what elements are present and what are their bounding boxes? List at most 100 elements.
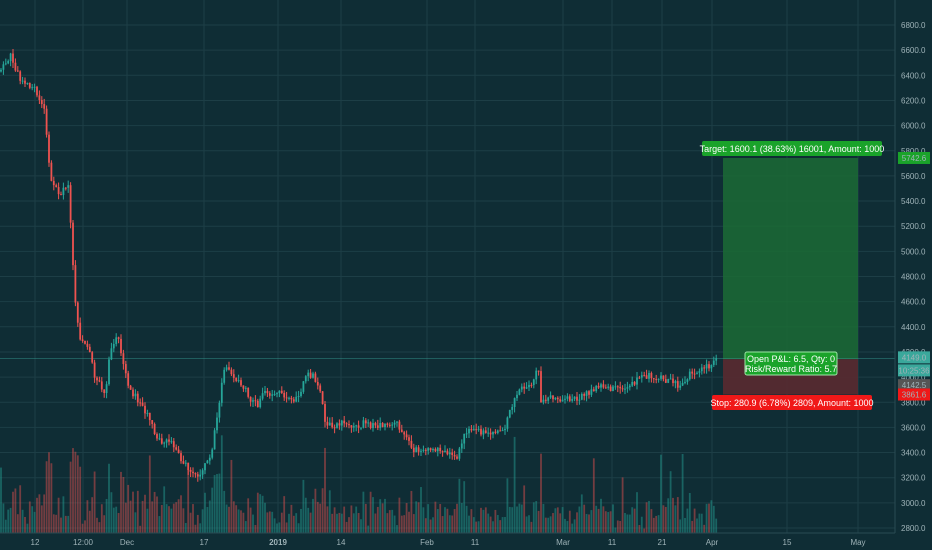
candle-body	[300, 391, 302, 397]
candle-body	[31, 87, 34, 89]
candle-body	[0, 69, 2, 72]
candle-body	[693, 373, 696, 375]
volume-bar	[14, 488, 17, 533]
volume-bar	[309, 512, 312, 533]
volume-bar	[355, 506, 358, 533]
volume-bar	[331, 513, 334, 533]
candle-body	[578, 399, 581, 401]
volume-bar	[163, 486, 166, 533]
volume-bar	[7, 509, 10, 533]
volume-bar	[415, 501, 418, 533]
price-tick-label: 6000.0	[901, 122, 926, 131]
candle-body	[252, 400, 254, 402]
volume-bar	[424, 518, 427, 533]
volume-bar	[196, 514, 199, 533]
pnl-label-box: Open P&L: 6.5, Qty: 0 Risk/Reward Ratio:…	[744, 351, 838, 376]
volume-bar	[482, 509, 485, 533]
candle-body	[283, 392, 286, 398]
volume-bar	[487, 513, 490, 533]
candle-body	[696, 372, 698, 374]
time-tick-label: 14	[337, 538, 346, 547]
volume-bar	[573, 519, 576, 533]
volume-bar	[76, 455, 79, 533]
volume-bar	[614, 527, 617, 533]
volume-bar	[412, 514, 415, 533]
volume-bar	[516, 506, 518, 533]
volume-bar	[249, 507, 252, 533]
candle-body	[700, 367, 703, 372]
candle-body	[177, 449, 180, 454]
candle-body	[518, 389, 521, 395]
candle-body	[26, 83, 29, 85]
current-price-badge: 4149.0	[898, 351, 930, 364]
candle-body	[516, 394, 518, 399]
candle-body	[45, 108, 48, 135]
candle-body	[326, 421, 329, 426]
volume-bar	[247, 498, 250, 533]
volume-bar	[436, 509, 439, 533]
candle-body	[360, 427, 362, 429]
candle-body	[619, 386, 622, 389]
volume-bar	[129, 500, 132, 533]
volume-bar	[177, 499, 180, 533]
candle-body	[28, 83, 31, 88]
volume-bar	[465, 505, 468, 533]
volume-bar	[580, 494, 583, 533]
volume-bar	[194, 524, 197, 533]
candle-body	[542, 399, 545, 403]
time-tick-label: 17	[200, 538, 209, 547]
volume-bar	[633, 508, 636, 533]
volume-bar	[290, 504, 293, 533]
volume-bar	[489, 516, 492, 533]
candle-body	[530, 384, 533, 386]
volume-bar	[172, 503, 175, 533]
volume-bar	[158, 516, 161, 533]
candle-body	[628, 385, 631, 388]
volume-bar	[98, 522, 101, 533]
volume-bar	[26, 523, 29, 533]
candle-body	[316, 381, 319, 386]
candle-body	[405, 434, 408, 438]
volume-bar	[300, 508, 302, 533]
volume-bar	[91, 497, 94, 533]
candle-body	[120, 338, 122, 354]
time-axis[interactable]: 12 12:00 Dec 17 2019 14 Feb 11 Mar 11 21 Apr 15 May	[0, 532, 895, 547]
volume-bar	[319, 503, 322, 533]
volume-bar	[60, 517, 62, 533]
position-overlay: Target: 1600.1 (38.63%) 16001, Amount: 1…	[700, 141, 884, 410]
volume-bar	[420, 487, 422, 533]
candle-body	[180, 453, 182, 462]
candle-body	[612, 386, 614, 392]
volume-bar	[333, 507, 336, 533]
candle-body	[348, 424, 350, 426]
volume-bar	[232, 501, 235, 533]
candle-body	[74, 265, 77, 303]
volume-bar	[235, 505, 238, 533]
candle-body	[208, 457, 211, 461]
candle-body	[513, 398, 516, 407]
volume-bar	[156, 496, 158, 533]
candle-body	[561, 399, 564, 402]
volume-bar	[103, 515, 106, 533]
candle-body	[244, 387, 247, 389]
candle-body	[501, 430, 504, 432]
time-tick-label: 15	[783, 538, 792, 547]
volume-bar	[686, 508, 689, 533]
candle-body	[69, 185, 72, 223]
candle-body	[592, 389, 595, 392]
candle-body	[379, 422, 382, 428]
candle-body	[580, 393, 583, 400]
candle-body	[321, 391, 324, 405]
candle-body	[492, 431, 494, 435]
volume-bar	[292, 515, 295, 533]
candle-body	[494, 431, 497, 433]
candle-body	[278, 390, 281, 394]
candle-body	[4, 63, 7, 65]
candle-body	[187, 462, 190, 470]
candle-body	[681, 382, 684, 386]
volume-bar	[206, 507, 209, 533]
candle-body	[477, 428, 480, 430]
price-axis[interactable]: 2800.0 3000.0 3200.0 3400.0 3600.0 3800.0 4000…	[894, 0, 926, 533]
volume-bar	[480, 507, 482, 533]
